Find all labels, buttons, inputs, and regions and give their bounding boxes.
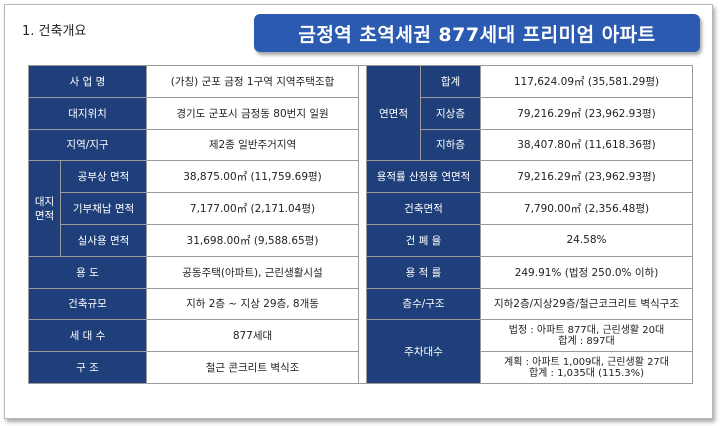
table-row: 기부채납 면적 7,177.00㎡ (2,171.04평) 건축면적 7,790… bbox=[29, 192, 693, 225]
floors-label: 층수/구조 bbox=[366, 287, 481, 321]
table-row: 사 업 명 (가칭) 군포 금정 1구역 지역주택조합 연면적 합계 117,6… bbox=[28, 64, 693, 384]
location-value: 경기도 군포시 금정동 80번지 일원 bbox=[146, 96, 359, 130]
structure-value: 철근 콘크리트 벽식조 bbox=[146, 351, 359, 384]
land-supply-value: 38,875.00㎡ (11,759.69평) bbox=[146, 160, 359, 194]
table-row: 건축규모 지하 2층 ~ 지상 29층, 8개동 층수/구조 지하2층/지상29… bbox=[28, 287, 693, 321]
project-name-value: (가칭) 군포 금정 1구역 지역주택조합 bbox=[146, 65, 359, 98]
parking-label: 주차대수 bbox=[366, 319, 481, 384]
project-name-label: 사 업 명 bbox=[28, 65, 147, 98]
building-area-value: 7,790.00㎡ (2,356.48평) bbox=[480, 192, 693, 225]
parking-legal-value: 법정 : 아파트 877대, 근린생활 20대 합계 : 897대 bbox=[480, 319, 693, 353]
below-ground-value: 38,407.80㎡ (11,618.36평) bbox=[480, 128, 693, 162]
use-value: 공동주택(아파트), 근린생활시설 bbox=[146, 255, 359, 289]
bcr-label: 건 폐 율 bbox=[366, 223, 481, 257]
building-overview-table: 사 업 명 (가칭) 군포 금정 1구역 지역주택조합 연면적 합계 117,6… bbox=[28, 64, 693, 384]
parking-legal-line2: 합계 : 897대 bbox=[558, 335, 615, 347]
banner-title: 금정역 초역세권 877세대 프리미엄 아파트 bbox=[254, 14, 700, 52]
parking-plan-line1: 계획 : 아파트 1,009대, 근린생활 27대 bbox=[504, 356, 669, 368]
section-title: 1. 건축개요 bbox=[22, 24, 87, 39]
table-row: 용 도 공동주택(아파트), 근린생활시설 용 적 률 249.91% (법정 … bbox=[28, 255, 693, 289]
scale-label: 건축규모 bbox=[28, 287, 147, 321]
site-area-label: 대지면적 bbox=[28, 160, 61, 257]
parking-plan-line2: 합계 : 1,035대 (115.3%) bbox=[528, 367, 645, 379]
floors-value: 지하2층/지상29층/철근코크리트 벽식구조 bbox=[480, 287, 693, 321]
actual-use-label: 실사용 면적 bbox=[60, 223, 147, 257]
location-label: 대지위치 bbox=[28, 96, 147, 130]
far-label: 용 적 률 bbox=[366, 255, 481, 289]
bcr-value: 24.58% bbox=[480, 223, 693, 257]
total-area-label: 합계 bbox=[420, 65, 481, 98]
parking-legal-line1: 법정 : 아파트 877대, 근린생활 20대 bbox=[508, 324, 665, 336]
zone-label: 지역/지구 bbox=[28, 128, 147, 162]
structure-label: 구 조 bbox=[28, 351, 147, 384]
parking-plan-value: 계획 : 아파트 1,009대, 근린생활 27대 합계 : 1,035대 (1… bbox=[480, 351, 693, 384]
above-ground-value: 79,216.29㎡ (23,962.93평) bbox=[480, 96, 693, 130]
floor-area-label: 연면적 bbox=[366, 64, 421, 162]
zone-value: 제2종 일반주거지역 bbox=[146, 128, 359, 162]
donation-value: 7,177.00㎡ (2,171.04평) bbox=[146, 192, 359, 225]
site-area-label-text: 대지면적 bbox=[34, 195, 55, 222]
total-area-value: 117,624.09㎡ (35,581.29평) bbox=[480, 65, 693, 98]
table-row: 지역/지구 제2종 일반주거지역 지하층 38,407.80㎡ (11,618.… bbox=[28, 128, 693, 162]
households-value: 877세대 bbox=[146, 319, 359, 353]
table-row: 실사용 면적 31,698.00㎡ (9,588.65평) 건 폐 율 24.5… bbox=[29, 223, 693, 257]
households-label: 세 대 수 bbox=[28, 319, 147, 353]
building-area-label: 건축면적 bbox=[366, 192, 481, 225]
below-ground-label: 지하층 bbox=[420, 128, 481, 162]
donation-label: 기부채납 면적 bbox=[60, 192, 147, 225]
actual-use-value: 31,698.00㎡ (9,588.65평) bbox=[146, 223, 359, 257]
scale-value: 지하 2층 ~ 지상 29층, 8개동 bbox=[146, 287, 359, 321]
far-value: 249.91% (법정 250.0% 이하) bbox=[480, 255, 693, 289]
far-area-value: 79,216.29㎡ (23,962.93평) bbox=[480, 160, 693, 194]
table-row: 구 조 철근 콘크리트 벽식조 계획 : 아파트 1,009대, 근린생활 27… bbox=[28, 351, 693, 384]
land-supply-label: 공부상 면적 bbox=[60, 160, 147, 194]
table-row: 대지위치 경기도 군포시 금정동 80번지 일원 지상층 79,216.29㎡ … bbox=[28, 96, 693, 130]
far-area-label: 용적률 산정용 연면적 bbox=[366, 160, 481, 194]
use-label: 용 도 bbox=[28, 255, 147, 289]
above-ground-label: 지상층 bbox=[420, 96, 481, 130]
table-row: 대지면적 공부상 면적 38,875.00㎡ (11,759.69평) 용적률 … bbox=[28, 160, 693, 257]
